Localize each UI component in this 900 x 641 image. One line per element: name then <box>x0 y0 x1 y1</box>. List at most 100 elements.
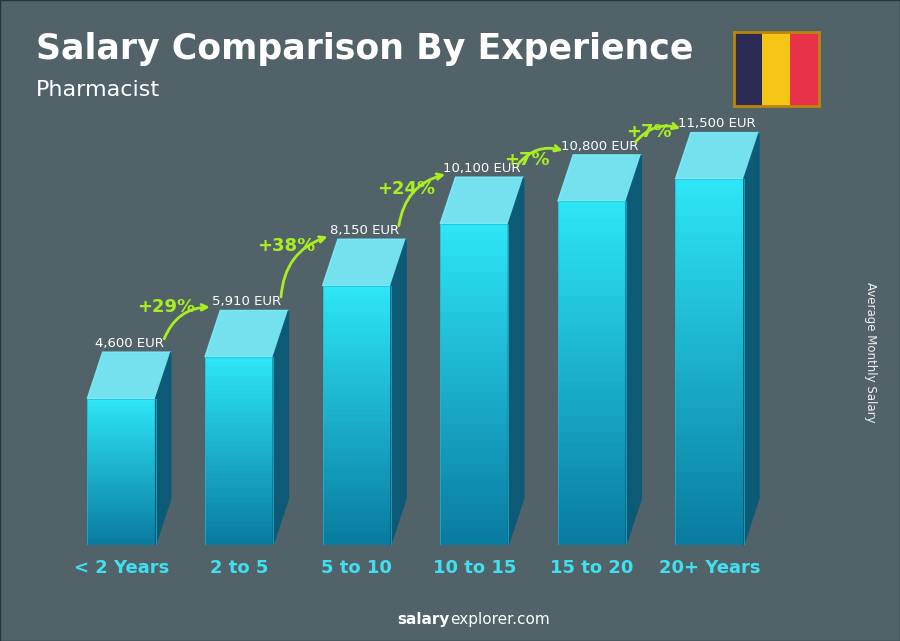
Bar <box>205 390 274 394</box>
Bar <box>676 463 743 472</box>
Bar <box>558 399 626 408</box>
Bar <box>322 305 391 312</box>
Bar <box>440 279 508 288</box>
Bar <box>87 457 156 461</box>
Bar <box>322 422 391 428</box>
Bar <box>322 474 391 480</box>
Bar <box>676 389 743 399</box>
Bar <box>676 271 743 279</box>
Bar <box>558 442 626 451</box>
Bar <box>205 498 274 503</box>
Bar <box>558 528 626 537</box>
Polygon shape <box>508 177 524 545</box>
Bar <box>87 490 156 494</box>
Bar <box>87 446 156 450</box>
Bar <box>205 474 274 479</box>
Bar <box>205 512 274 517</box>
Bar <box>322 487 391 493</box>
Bar <box>322 441 391 447</box>
Bar <box>205 484 274 488</box>
Bar <box>87 504 156 508</box>
Bar <box>558 381 626 390</box>
Text: 5,910 EUR: 5,910 EUR <box>212 296 282 308</box>
Bar <box>87 464 156 468</box>
Bar <box>440 240 508 247</box>
Bar <box>558 330 626 338</box>
Bar <box>676 179 743 188</box>
Bar <box>440 400 508 408</box>
Bar <box>322 389 391 395</box>
Bar <box>322 376 391 383</box>
Bar <box>205 451 274 456</box>
Bar <box>440 336 508 344</box>
Bar <box>87 420 156 424</box>
Bar <box>676 252 743 262</box>
Bar <box>440 224 508 231</box>
Bar <box>676 234 743 243</box>
Bar <box>558 373 626 381</box>
Bar <box>440 433 508 440</box>
Bar <box>87 435 156 438</box>
Polygon shape <box>205 310 289 357</box>
Bar <box>87 413 156 417</box>
Bar <box>558 424 626 433</box>
Bar <box>558 322 626 330</box>
Bar <box>558 279 626 287</box>
Bar <box>676 408 743 417</box>
Bar <box>558 510 626 519</box>
Bar <box>440 520 508 529</box>
Bar <box>440 360 508 368</box>
Bar <box>676 536 743 545</box>
Bar <box>322 480 391 487</box>
Bar <box>322 526 391 532</box>
Bar <box>322 337 391 344</box>
Bar <box>676 417 743 426</box>
Bar <box>205 526 274 531</box>
Bar <box>322 467 391 474</box>
Bar <box>676 262 743 271</box>
Bar <box>558 502 626 510</box>
Bar <box>87 450 156 453</box>
Bar <box>558 356 626 365</box>
Bar <box>440 456 508 465</box>
Bar <box>558 416 626 424</box>
Bar <box>322 519 391 526</box>
Bar <box>205 442 274 446</box>
Polygon shape <box>322 239 406 286</box>
Bar <box>558 365 626 373</box>
Bar <box>322 409 391 415</box>
Bar <box>205 503 274 507</box>
Bar <box>676 508 743 517</box>
Bar <box>558 347 626 356</box>
Bar <box>440 328 508 336</box>
Polygon shape <box>558 155 642 201</box>
Bar <box>440 352 508 360</box>
Bar <box>676 335 743 344</box>
Polygon shape <box>440 177 524 224</box>
Bar <box>87 424 156 428</box>
Bar <box>205 432 274 437</box>
Bar <box>322 331 391 337</box>
Bar <box>558 304 626 313</box>
Bar <box>205 366 274 371</box>
Bar <box>558 253 626 262</box>
Text: 10,100 EUR: 10,100 EUR <box>443 162 521 175</box>
Bar <box>87 442 156 446</box>
Bar <box>676 225 743 234</box>
Bar <box>205 521 274 526</box>
Text: 4,600 EUR: 4,600 EUR <box>94 337 164 350</box>
Bar <box>205 507 274 512</box>
Polygon shape <box>156 352 171 545</box>
Bar <box>440 449 508 456</box>
Bar <box>440 424 508 433</box>
Bar <box>558 287 626 296</box>
Bar <box>558 262 626 270</box>
Bar <box>322 363 391 370</box>
Polygon shape <box>743 133 759 545</box>
Bar <box>205 456 274 460</box>
Bar <box>205 380 274 385</box>
Bar <box>205 408 274 413</box>
Bar <box>322 454 391 461</box>
Bar <box>676 316 743 326</box>
Bar <box>676 472 743 481</box>
